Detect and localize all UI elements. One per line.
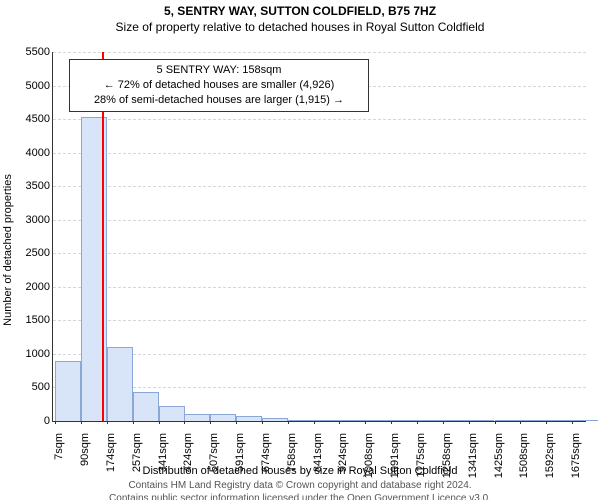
- x-tick: [107, 421, 108, 424]
- gridline: [53, 354, 586, 355]
- x-tick: [443, 421, 444, 424]
- callout-line2: ← 72% of detached houses are smaller (4,…: [76, 78, 362, 93]
- x-tick: [184, 421, 185, 424]
- histogram-bar: [339, 420, 365, 421]
- histogram-bar: [133, 392, 159, 421]
- footer-line2: Contains public sector information licen…: [109, 493, 491, 500]
- y-tick-label: 3000: [26, 214, 53, 226]
- x-tick-label: 7sqm: [53, 433, 65, 460]
- y-axis-label: Number of detached properties: [2, 174, 14, 326]
- x-tick: [339, 421, 340, 424]
- gridline: [53, 253, 586, 254]
- x-tick: [55, 421, 56, 424]
- histogram-bar: [159, 406, 185, 421]
- gridline: [53, 220, 586, 221]
- chart-container: 5, SENTRY WAY, SUTTON COLDFIELD, B75 7HZ…: [0, 0, 600, 500]
- gridline: [53, 387, 586, 388]
- x-tick: [546, 421, 547, 424]
- x-tick: [391, 421, 392, 424]
- histogram-bar: [288, 420, 314, 421]
- x-tick: [365, 421, 366, 424]
- x-tick: [469, 421, 470, 424]
- x-tick: [133, 421, 134, 424]
- callout-line1: 5 SENTRY WAY: 158sqm: [76, 63, 362, 78]
- gridline: [53, 320, 586, 321]
- x-tick: [417, 421, 418, 424]
- gridline: [53, 186, 586, 187]
- histogram-bar: [443, 420, 469, 421]
- x-axis-label: Distribution of detached houses by size …: [0, 465, 600, 477]
- y-tick-label: 1000: [26, 348, 53, 360]
- y-tick-label: 4500: [26, 113, 53, 125]
- y-tick-label: 5500: [26, 46, 53, 58]
- x-tick: [210, 421, 211, 424]
- y-tick-label: 4000: [26, 147, 53, 159]
- histogram-bar: [184, 414, 210, 421]
- histogram-bar: [55, 361, 81, 421]
- y-tick-label: 5000: [26, 80, 53, 92]
- x-tick: [236, 421, 237, 424]
- histogram-bar: [495, 420, 521, 421]
- histogram-bar: [314, 420, 340, 421]
- histogram-bar: [572, 420, 598, 421]
- plot-area: 0500100015002000250030003500400045005000…: [52, 52, 586, 422]
- gridline: [53, 52, 586, 53]
- histogram-bar: [546, 420, 572, 421]
- x-tick: [520, 421, 521, 424]
- histogram-bar: [236, 416, 262, 421]
- chart-title-line1: 5, SENTRY WAY, SUTTON COLDFIELD, B75 7HZ: [0, 4, 600, 18]
- histogram-bar: [417, 420, 443, 421]
- x-tick: [159, 421, 160, 424]
- gridline: [53, 119, 586, 120]
- callout-line3: 28% of semi-detached houses are larger (…: [76, 93, 362, 108]
- callout-box: 5 SENTRY WAY: 158sqm← 72% of detached ho…: [69, 59, 369, 112]
- y-tick-label: 2000: [26, 281, 53, 293]
- histogram-bar: [210, 414, 236, 421]
- x-tick: [262, 421, 263, 424]
- histogram-bar: [107, 347, 133, 421]
- y-tick-label: 0: [44, 415, 53, 427]
- footer-attribution: Contains HM Land Registry data © Crown c…: [0, 480, 600, 500]
- gridline: [53, 153, 586, 154]
- histogram-bar: [365, 420, 391, 421]
- histogram-bar: [469, 420, 495, 421]
- histogram-bar: [391, 420, 417, 421]
- y-tick-label: 500: [32, 381, 53, 393]
- x-tick-label: 90sqm: [79, 433, 91, 466]
- x-tick: [288, 421, 289, 424]
- x-tick: [314, 421, 315, 424]
- footer-line1: Contains HM Land Registry data © Crown c…: [128, 480, 471, 491]
- x-tick: [495, 421, 496, 424]
- chart-title-line2: Size of property relative to detached ho…: [0, 20, 600, 34]
- gridline: [53, 287, 586, 288]
- y-tick-label: 1500: [26, 314, 53, 326]
- y-tick-label: 2500: [26, 247, 53, 259]
- x-tick: [81, 421, 82, 424]
- histogram-bar: [520, 420, 546, 421]
- x-tick: [572, 421, 573, 424]
- histogram-bar: [262, 418, 288, 421]
- y-tick-label: 3500: [26, 180, 53, 192]
